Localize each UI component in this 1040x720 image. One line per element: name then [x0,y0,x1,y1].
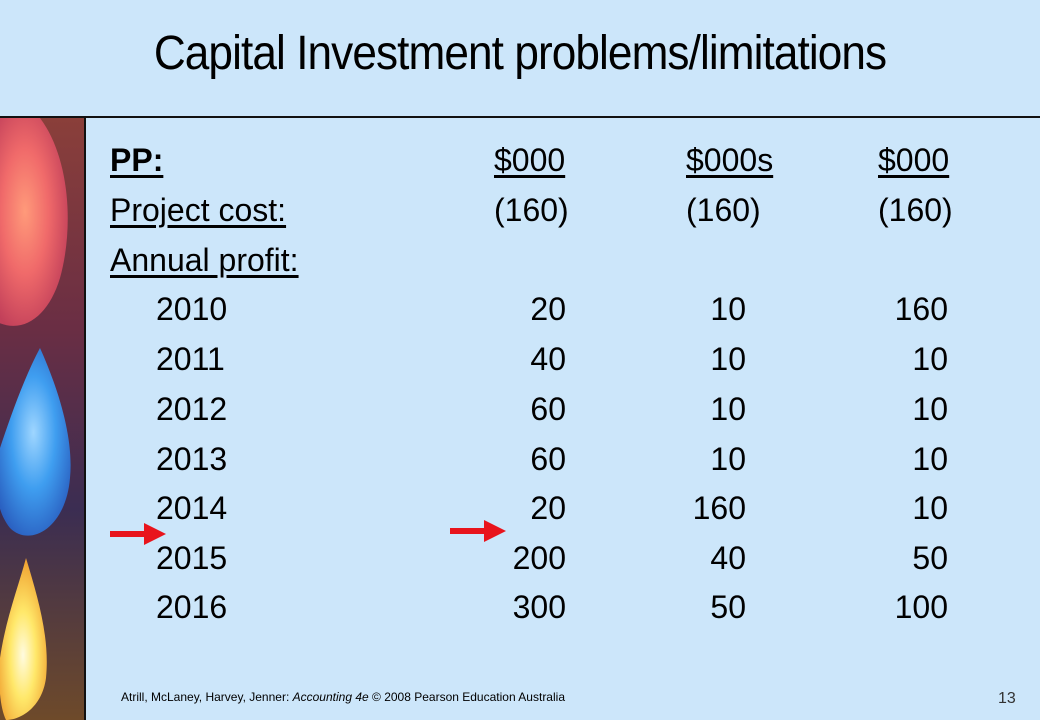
footer-book-title: Accounting 4e [292,690,369,704]
value-cell: 10 [912,490,948,526]
value-cell: 300 [512,589,566,625]
page-number: 13 [998,690,1016,707]
value-cell: 10 [912,341,948,377]
arrow-right-icon [110,523,166,545]
value-cell: 10 [710,391,746,427]
year-cell: 2013 [156,441,228,477]
value-cell: 10 [912,441,948,477]
year-cell: 2014 [156,490,228,526]
year-cell: 2010 [156,291,228,327]
cost-col3: (160) [878,192,953,228]
year-cell: 2015 [156,540,228,576]
value-cell: 20 [530,490,566,526]
footer-publisher: © 2008 Pearson Education Australia [368,690,565,704]
value-cell: 40 [710,540,746,576]
footer-citation: Atrill, McLaney, Harvey, Jenner: Account… [121,690,565,704]
year-cell: 2012 [156,391,228,427]
value-cell: 10 [710,291,746,327]
pp-label: PP: [110,142,164,178]
footer-authors: Atrill, McLaney, Harvey, Jenner: [121,690,293,704]
value-cell: 100 [894,589,948,625]
annual-profit-label: Annual profit: [110,242,299,278]
col2-unit: $000s [686,142,774,178]
title-bar: Capital Investment problems/limitations [0,0,1040,118]
value-cell: 10 [912,391,948,427]
value-cell: 50 [912,540,948,576]
value-cell: 60 [530,391,566,427]
decorative-side-image [0,118,86,720]
project-cost-label: Project cost: [110,192,287,228]
year-cell: 2011 [156,341,225,377]
value-cell: 60 [530,441,566,477]
value-cell: 10 [710,441,746,477]
value-cell: 160 [894,291,948,327]
value-cell: 160 [692,490,746,526]
value-cell: 40 [530,341,566,377]
col3-unit: $000 [878,142,950,178]
slide-title: Capital Investment problems/limitations [153,27,887,80]
arrow-right-icon [450,520,506,542]
value-cell: 200 [512,540,566,576]
flame-graphic [0,118,84,720]
cost-col1: (160) [494,192,569,228]
year-cell: 2016 [156,589,228,625]
value-cell: 10 [710,341,746,377]
cost-col2: (160) [686,192,761,228]
value-cell: 50 [710,589,746,625]
value-cell: 20 [530,291,566,327]
table-content: PP: $000 $000s $000 Project cost: (160) … [86,118,1040,720]
col1-unit: $000 [494,142,566,178]
